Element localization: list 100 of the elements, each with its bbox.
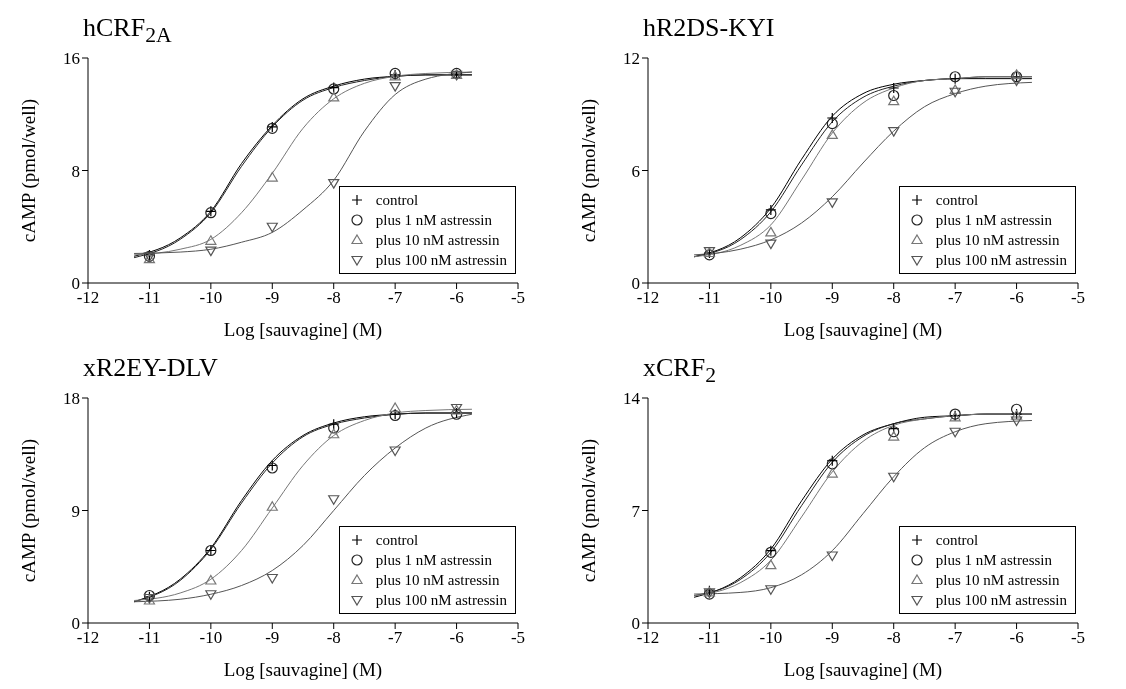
x-tick-label: -5 xyxy=(1070,628,1086,648)
y-tick-label: 12 xyxy=(623,49,640,69)
y-tick-label: 8 xyxy=(71,161,80,181)
x-tick-label: -6 xyxy=(1009,288,1024,308)
x-tick-label: -8 xyxy=(886,288,901,308)
point xyxy=(826,551,838,562)
x-tick-label: -8 xyxy=(326,288,341,308)
point xyxy=(205,590,217,600)
chart-title: hR2DS-KYI xyxy=(642,12,776,44)
point xyxy=(888,430,900,441)
point xyxy=(205,574,217,585)
point xyxy=(765,208,777,220)
x-axis-title: Log [sauvagine] (M) xyxy=(783,319,943,341)
point xyxy=(266,222,278,233)
chart-title: xR2EY-DLV xyxy=(82,352,219,384)
chart-title: xCRF$_{2}$ xyxy=(642,352,717,388)
x-tick-label: -8 xyxy=(326,628,341,648)
legend-label: plus 10 nM astressin xyxy=(375,231,500,250)
point xyxy=(826,118,838,130)
legend-label: plus 1 nM astressin xyxy=(375,551,492,570)
legend-label: plus 100 nM astressin xyxy=(375,591,507,610)
legend-label: control xyxy=(935,531,979,550)
x-tick-label: -10 xyxy=(759,288,783,308)
y-tick-label: 16 xyxy=(63,49,80,69)
point xyxy=(765,204,777,216)
point xyxy=(949,87,961,98)
point xyxy=(328,495,340,505)
point xyxy=(765,239,777,250)
y-tick-label: 6 xyxy=(631,161,640,181)
x-tick-label: -7 xyxy=(388,288,403,308)
point xyxy=(949,84,961,94)
point xyxy=(949,427,961,438)
y-axis-title: cAMP (pmol/well) xyxy=(577,438,600,583)
legend-label: plus 100 nM astressin xyxy=(935,591,1067,610)
point xyxy=(888,89,900,102)
y-axis-title: cAMP (pmol/well) xyxy=(577,98,600,243)
point xyxy=(888,82,900,94)
x-tick-label: -7 xyxy=(948,628,963,648)
x-tick-label: -10 xyxy=(759,628,783,648)
point xyxy=(1010,403,1023,415)
point xyxy=(888,426,900,438)
x-tick-label: -10 xyxy=(199,288,223,308)
point xyxy=(1010,416,1023,427)
legend-label: plus 100 nM astressin xyxy=(375,251,507,270)
x-tick-label: -6 xyxy=(1009,628,1024,648)
point xyxy=(826,467,838,478)
point xyxy=(328,428,340,439)
point xyxy=(888,127,900,137)
x-tick-label: -8 xyxy=(886,628,901,648)
point xyxy=(765,226,777,237)
legend-label: control xyxy=(935,191,979,210)
point xyxy=(826,129,838,139)
x-tick-label: -9 xyxy=(265,628,280,648)
x-tick-label: -5 xyxy=(1070,288,1086,308)
legend-label: plus 100 nM astressin xyxy=(935,251,1067,270)
y-tick-label: 9 xyxy=(71,501,80,521)
x-tick-label: -7 xyxy=(388,628,403,648)
x-tick-label: -9 xyxy=(825,628,840,648)
point xyxy=(826,198,838,208)
x-tick-label: -9 xyxy=(265,288,280,308)
point xyxy=(328,179,340,189)
point xyxy=(266,171,278,182)
y-axis-title: cAMP (pmol/well) xyxy=(17,98,40,243)
point xyxy=(205,235,217,245)
point xyxy=(328,418,340,430)
point xyxy=(1010,69,1023,79)
point xyxy=(888,95,900,106)
point xyxy=(389,446,401,457)
y-axis-title: cAMP (pmol/well) xyxy=(17,438,40,583)
point xyxy=(765,559,777,570)
legend-label: control xyxy=(375,531,419,550)
x-tick-label: -11 xyxy=(138,628,161,648)
legend-label: plus 10 nM astressin xyxy=(935,571,1060,590)
point xyxy=(389,82,401,92)
x-tick-label: -6 xyxy=(449,288,464,308)
legend-label: plus 1 nM astressin xyxy=(375,211,492,230)
legend-label: control xyxy=(375,191,419,210)
x-axis-title: Log [sauvagine] (M) xyxy=(783,659,943,681)
point xyxy=(328,91,340,102)
point xyxy=(389,402,401,413)
point xyxy=(888,472,900,483)
point xyxy=(826,112,838,124)
x-axis-title: Log [sauvagine] (M) xyxy=(223,659,383,681)
y-tick-label: 7 xyxy=(631,501,641,521)
legend-label: plus 10 nM astressin xyxy=(935,231,1060,250)
point xyxy=(205,246,217,257)
legend-label: plus 10 nM astressin xyxy=(375,571,500,590)
x-tick-label: -9 xyxy=(825,288,840,308)
x-tick-label: -5 xyxy=(510,288,526,308)
point xyxy=(266,573,278,584)
point xyxy=(328,422,340,434)
x-tick-label: -6 xyxy=(449,628,464,648)
point xyxy=(765,585,777,595)
legend-label: plus 1 nM astressin xyxy=(935,211,1052,230)
point xyxy=(1010,76,1023,87)
y-tick-label: 18 xyxy=(63,389,80,409)
y-tick-label: 14 xyxy=(623,389,641,409)
x-axis-title: Log [sauvagine] (M) xyxy=(223,319,383,341)
x-tick-label: -11 xyxy=(138,288,161,308)
x-tick-label: -11 xyxy=(698,288,721,308)
